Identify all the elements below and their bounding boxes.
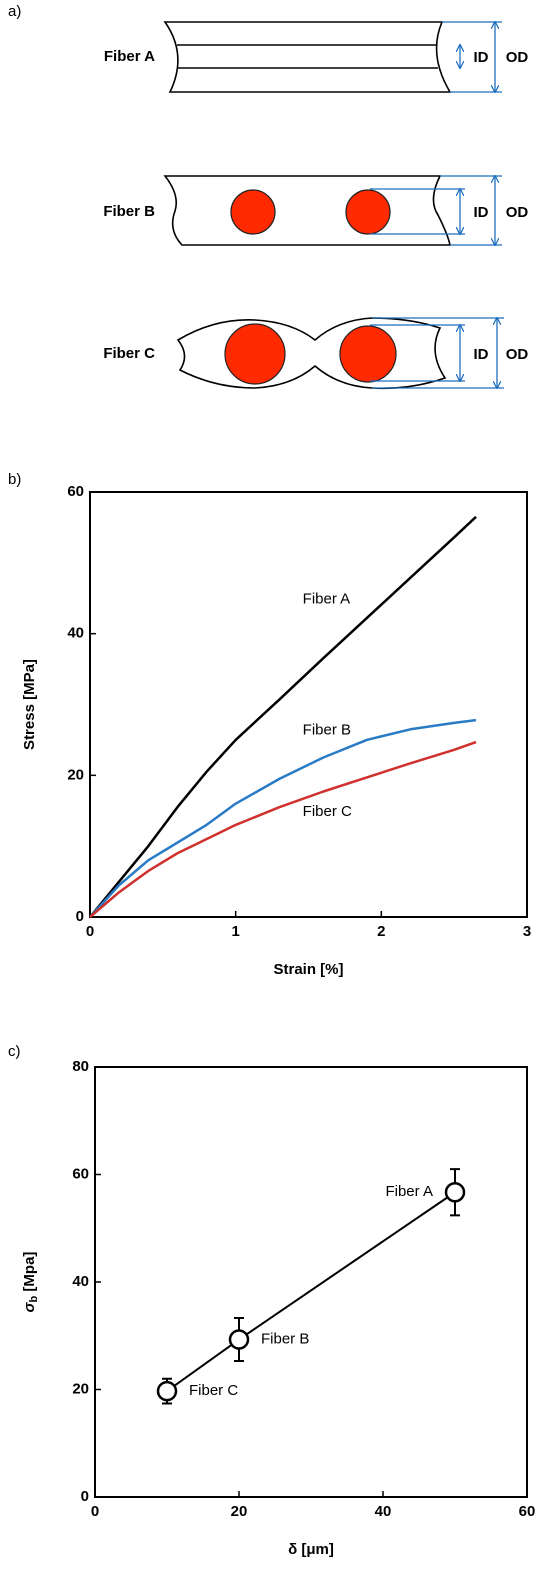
data-line [89,740,477,918]
line-label: Fiber C [303,803,352,820]
dimension-label: ID [474,204,489,221]
y-tick-label: 40 [72,1273,89,1290]
dimension-label: OD [506,49,529,66]
data-point [444,1181,466,1203]
panel-label: b) [8,471,21,488]
y-tick-label: 20 [67,766,84,783]
data-line [89,718,477,918]
dimension-label: OD [506,346,529,363]
y-label-unit: [Mpa] [21,1252,38,1296]
fiber-name: Fiber B [103,203,155,220]
y-tick-label: 60 [67,483,84,500]
fiber-a-diagram [163,21,502,93]
line-label: Fiber B [303,722,351,739]
y-tick-label: 40 [67,625,84,642]
plot-frame [94,1066,528,1498]
y-tick-label: 0 [76,908,84,925]
dimension-label: OD [506,204,529,221]
dimension-label: ID [474,346,489,363]
point-label: Fiber C [189,1382,238,1399]
data-point [156,1380,178,1402]
x-tick-label: 40 [375,1503,392,1520]
x-tick-label: 20 [231,1503,248,1520]
y-tick-label: 60 [72,1165,89,1182]
x-tick-label: 1 [231,923,239,940]
line-label: Fiber A [303,591,351,608]
y-axis-label: σb [Mpa] [21,1252,40,1313]
plot-frame [89,491,528,918]
fiber-name: Fiber A [104,48,155,65]
x-tick-label: 0 [91,1503,99,1520]
x-axis-label: Strain [%] [273,961,343,978]
y-label-symbol: σ [21,1301,38,1312]
point-label: Fiber B [261,1330,309,1347]
data-point [228,1329,250,1350]
x-tick-label: 3 [523,923,531,940]
y-axis-label: Stress [MPa] [21,659,38,750]
y-label-subscript: b [28,1295,40,1302]
x-axis-label: δ [μm] [288,1541,334,1558]
y-tick-label: 20 [72,1380,89,1397]
dimension-label: ID [474,49,489,66]
y-tick-label: 80 [72,1058,89,1075]
fiber-name: Fiber C [103,345,155,362]
panel-label: c) [8,1043,21,1060]
y-tick-label: 0 [81,1488,89,1505]
x-tick-label: 60 [519,1503,536,1520]
panel-label: a) [8,3,21,20]
fit-line [166,1191,456,1392]
point-label: Fiber A [385,1183,433,1200]
x-tick-label: 2 [377,923,385,940]
data-line [89,515,477,918]
fiber-c-diagram [176,317,504,390]
x-tick-label: 0 [86,923,94,940]
fiber-b-diagram [163,175,502,246]
